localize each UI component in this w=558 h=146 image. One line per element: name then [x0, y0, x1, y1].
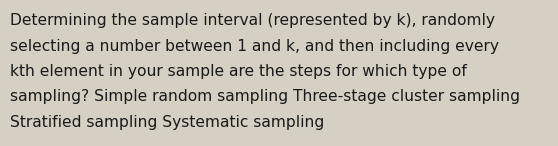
Text: selecting a number between 1 and k, and then including every: selecting a number between 1 and k, and …	[10, 39, 499, 53]
Text: Stratified sampling Systematic sampling: Stratified sampling Systematic sampling	[10, 115, 324, 130]
Text: kth element in your sample are the steps for which type of: kth element in your sample are the steps…	[10, 64, 467, 79]
Text: Determining the sample interval (represented by k), randomly: Determining the sample interval (represe…	[10, 13, 495, 28]
Text: sampling? Simple random sampling Three-stage cluster sampling: sampling? Simple random sampling Three-s…	[10, 89, 520, 105]
